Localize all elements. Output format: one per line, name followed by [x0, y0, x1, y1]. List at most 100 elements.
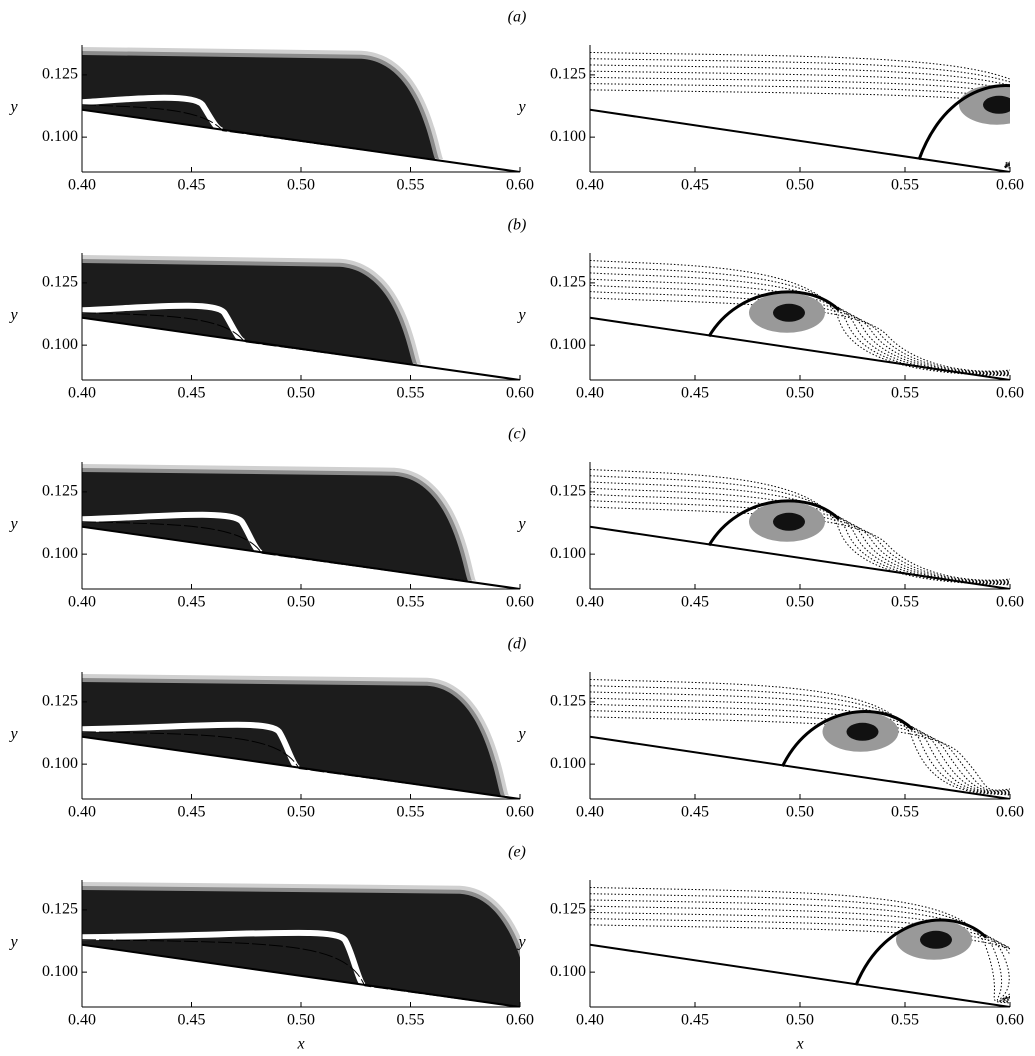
vortex-ring — [917, 84, 1010, 161]
x-tick-label: 0.55 — [891, 594, 919, 611]
x-tick-label: 0.40 — [68, 385, 96, 402]
x-tick-label: 0.60 — [506, 1012, 534, 1029]
current-body — [82, 262, 414, 365]
x-tick-label: 0.60 — [506, 385, 534, 402]
y-tick-label: 0.100 — [42, 755, 78, 772]
x-tick-label: 0.50 — [786, 1012, 814, 1029]
x-tick-label: 0.45 — [178, 1012, 206, 1029]
plot-area — [82, 673, 520, 799]
streamline — [590, 716, 1010, 791]
x-tick-label: 0.40 — [576, 385, 604, 402]
x-tick-label: 0.45 — [178, 804, 206, 821]
current-body — [82, 54, 436, 160]
vortex-ring — [707, 499, 841, 547]
vortex-ring — [707, 290, 841, 338]
y-tick-label: 0.100 — [42, 336, 78, 353]
y-axis-label: y — [8, 99, 18, 116]
y-axis-label: y — [516, 99, 526, 116]
streamline — [590, 266, 1010, 376]
y-tick-label: 0.125 — [42, 274, 78, 291]
vortex-core — [846, 722, 879, 741]
vortex-ring — [854, 918, 988, 986]
shear-layer — [82, 929, 367, 989]
streamline — [590, 284, 1010, 373]
x-tick-label: 0.60 — [506, 804, 534, 821]
x-tick-label: 0.40 — [68, 1012, 96, 1029]
contour-line — [82, 731, 488, 795]
x-tick-label: 0.45 — [681, 1012, 709, 1029]
y-axis-label: y — [516, 516, 526, 533]
y-tick-label: 0.125 — [550, 274, 586, 291]
plot-area — [82, 254, 520, 380]
x-tick-label: 0.55 — [397, 1012, 425, 1029]
y-axis-label: y — [516, 934, 526, 951]
y-tick-label: 0.125 — [42, 901, 78, 918]
y-tick-label: 0.125 — [42, 483, 78, 500]
bottom-wall — [82, 735, 520, 799]
streamline — [590, 703, 1010, 792]
y-tick-label: 0.100 — [550, 128, 586, 145]
plot-area — [590, 678, 1010, 799]
y-tick-label: 0.100 — [550, 963, 586, 980]
streamline — [590, 291, 1010, 373]
bottom-wall — [590, 525, 1010, 589]
streamline — [590, 710, 1010, 792]
y-tick-label: 0.100 — [550, 545, 586, 562]
x-tick-label: 0.50 — [287, 385, 315, 402]
x-tick-label: 0.50 — [786, 594, 814, 611]
x-tick-label: 0.40 — [68, 804, 96, 821]
panel-label: (e) — [508, 844, 526, 861]
x-tick-label: 0.55 — [891, 1012, 919, 1029]
x-tick-label: 0.50 — [287, 177, 315, 194]
x-tick-label: 0.55 — [891, 804, 919, 821]
vortex-ring — [781, 710, 914, 767]
x-tick-label: 0.50 — [786, 804, 814, 821]
shear-layer — [82, 721, 301, 772]
x-tick-label: 0.50 — [786, 177, 814, 194]
y-axis-label: y — [8, 307, 18, 324]
bottom-wall — [82, 525, 520, 589]
y-axis-label: y — [516, 307, 526, 324]
x-tick-label: 0.45 — [681, 177, 709, 194]
streamline — [590, 905, 1010, 1001]
vortex-core — [773, 303, 805, 322]
vortex-core — [983, 95, 1010, 114]
panel-label: (d) — [508, 636, 527, 653]
y-axis-label: y — [8, 934, 18, 951]
y-tick-label: 0.100 — [42, 963, 78, 980]
streamline — [590, 481, 1010, 584]
y-axis-label: y — [8, 726, 18, 743]
x-tick-label: 0.55 — [397, 385, 425, 402]
x-tick-label: 0.55 — [891, 177, 919, 194]
x-tick-label: 0.60 — [996, 594, 1024, 611]
streamline — [590, 475, 1010, 585]
y-tick-label: 0.125 — [550, 693, 586, 710]
streamline — [590, 76, 1010, 165]
x-tick-label: 0.60 — [996, 177, 1024, 194]
streamline — [590, 685, 1010, 795]
x-tick-label: 0.60 — [996, 1012, 1024, 1029]
bottom-wall — [590, 735, 1010, 799]
x-tick-label: 0.55 — [397, 594, 425, 611]
x-tick-label: 0.60 — [996, 804, 1024, 821]
contour-line — [82, 104, 422, 159]
x-tick-label: 0.55 — [397, 177, 425, 194]
bottom-wall — [82, 943, 520, 1007]
y-tick-label: 0.100 — [42, 545, 78, 562]
streamline — [590, 678, 1010, 796]
x-tick-label: 0.40 — [576, 594, 604, 611]
streamline — [590, 278, 1010, 374]
x-tick-label: 0.45 — [178, 594, 206, 611]
y-tick-label: 0.125 — [550, 483, 586, 500]
current-body — [82, 681, 502, 796]
x-axis-label: x — [795, 1036, 803, 1053]
plot-area — [82, 881, 520, 1007]
x-tick-label: 0.55 — [891, 385, 919, 402]
y-tick-label: 0.125 — [550, 901, 586, 918]
x-tick-label: 0.60 — [996, 385, 1024, 402]
x-tick-label: 0.50 — [287, 804, 315, 821]
x-tick-label: 0.45 — [178, 385, 206, 402]
streamline — [590, 493, 1010, 582]
